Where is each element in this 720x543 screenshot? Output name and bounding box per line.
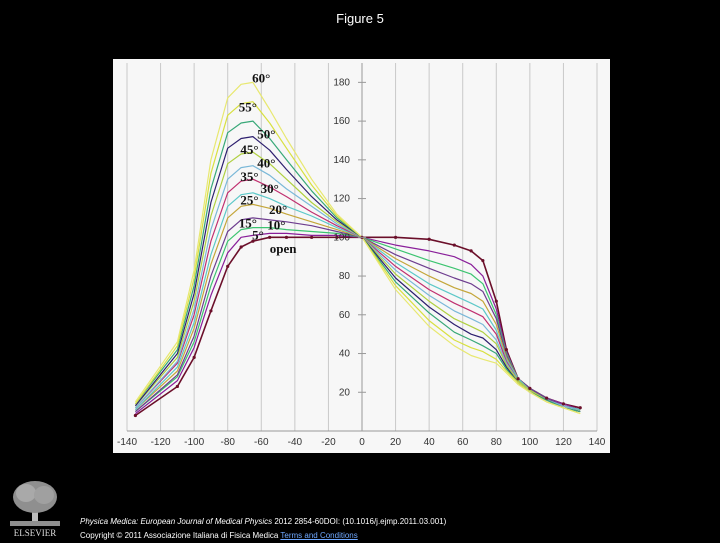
data-point [226, 264, 230, 268]
data-point [209, 309, 213, 313]
curve-label: 55° [239, 99, 257, 114]
data-point [469, 249, 473, 253]
curve-label: 25° [240, 192, 258, 207]
chart-area: 60° 55° 50° 45° 40° 35° 30° 25° 20° 15° 10° 5° open … [113, 59, 610, 453]
citation-text: 2012 2854-60DOI: (10.1016/j.ejmp.2011.03… [272, 517, 447, 526]
data-point [175, 384, 179, 389]
y-tick-label: 140 [333, 155, 350, 166]
y-tick-label: 80 [339, 271, 351, 282]
series-line [134, 236, 581, 417]
data-point [452, 243, 456, 247]
series-line [134, 151, 581, 413]
data-point [578, 406, 582, 410]
x-tick-label: 0 [359, 437, 365, 448]
series-line [134, 81, 581, 415]
data-point [494, 299, 498, 303]
data-point [561, 402, 566, 406]
terms-link[interactable]: Terms and Conditions [280, 531, 358, 540]
curve-label: open [270, 241, 298, 256]
x-tick-label: 80 [491, 437, 503, 448]
x-tick-label: 20 [390, 437, 402, 448]
series-line [134, 101, 581, 415]
y-tick-label: 60 [339, 310, 351, 321]
x-tick-label: -40 [288, 437, 303, 448]
x-tick-label: 60 [457, 437, 469, 448]
journal-name: Physica Medica: European Journal of Medi… [80, 517, 273, 526]
data-point [504, 348, 508, 352]
y-tick-label: 160 [333, 116, 350, 127]
profile-chart: 60°55°50°45°40°35°30°25°20°15° 10°5°open … [117, 63, 606, 448]
curve-label: 10° [267, 218, 285, 233]
curve-label: 30° [261, 181, 279, 196]
y-tick-label: 40 [339, 349, 351, 360]
curve-label: 45° [240, 142, 258, 157]
elsevier-logo-text: ELSEVIER [14, 528, 57, 538]
data-point [310, 235, 314, 239]
data-point [335, 235, 339, 239]
y-tick-label: 20 [339, 387, 351, 398]
series-line [135, 227, 581, 413]
copyright-text: Copyright © 2011 Associazione Italiana d… [80, 531, 281, 540]
data-point [268, 235, 272, 239]
citation-footer: Physica Medica: European Journal of Medi… [80, 515, 446, 543]
curve-label: 20° [269, 202, 287, 217]
data-point [516, 377, 520, 381]
data-point [192, 355, 196, 359]
data-point [393, 235, 398, 239]
curve-label: 40° [257, 156, 275, 171]
x-tick-label: -20 [321, 437, 336, 448]
x-tick-label: 40 [424, 437, 436, 448]
curve-label: 15° [239, 216, 257, 231]
x-tick-label: -80 [220, 437, 235, 448]
x-tick-label: 100 [522, 437, 539, 448]
data-point [427, 237, 431, 241]
x-tick-label: -60 [254, 437, 269, 448]
curve-label: 50° [257, 127, 275, 142]
curve-label: 5° [252, 227, 264, 242]
x-tick-label: -140 [117, 437, 137, 448]
figure-title: Figure 5 [336, 11, 384, 26]
y-tick-label: 180 [333, 77, 350, 88]
y-tick-label: 100 [333, 232, 350, 243]
x-tick-label: -120 [151, 437, 171, 448]
x-tick-label: 120 [555, 437, 572, 448]
curve-label: 35° [240, 169, 258, 184]
x-tick-label: 140 [589, 437, 606, 448]
series-line [134, 192, 581, 411]
data-point [133, 413, 137, 418]
data-point [481, 258, 485, 263]
data-point [251, 239, 255, 243]
y-tick-label: 120 [333, 194, 350, 205]
data-point [284, 235, 289, 239]
curve-label: 60° [252, 70, 270, 85]
data-point [239, 245, 243, 249]
x-tick-label: -100 [184, 437, 204, 448]
elsevier-logo: ELSEVIER [6, 477, 64, 539]
data-point [528, 386, 532, 390]
data-point [545, 396, 549, 400]
